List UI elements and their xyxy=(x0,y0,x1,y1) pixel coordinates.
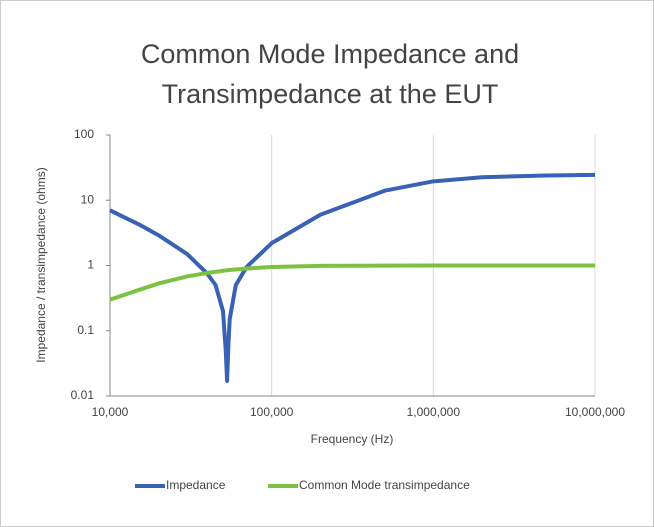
x-tick-label: 10,000 xyxy=(92,405,129,419)
y-tick-label: 100 xyxy=(74,127,94,141)
series-line xyxy=(109,172,596,383)
y-tick-label: 10 xyxy=(81,192,95,206)
chart-title: Common Mode Impedance and xyxy=(141,39,519,69)
x-tick-label: 10,000,000 xyxy=(565,405,625,419)
x-axis-label: Frequency (Hz) xyxy=(311,432,394,446)
chart-title: Transimpedance at the EUT xyxy=(162,79,499,109)
y-tick-label: 1 xyxy=(87,258,94,272)
x-tick-label: 1,000,000 xyxy=(407,405,461,419)
y-tick-label: 0.01 xyxy=(71,388,95,402)
x-tick-label: 100,000 xyxy=(250,405,294,419)
series-line xyxy=(109,263,595,302)
y-axis-label: Impedance / transimpedance (ohms) xyxy=(34,167,48,362)
legend-label: Impedance xyxy=(166,478,226,492)
legend-label: Common Mode transimpedance xyxy=(299,478,470,492)
y-tick-label: 0.1 xyxy=(77,323,94,337)
